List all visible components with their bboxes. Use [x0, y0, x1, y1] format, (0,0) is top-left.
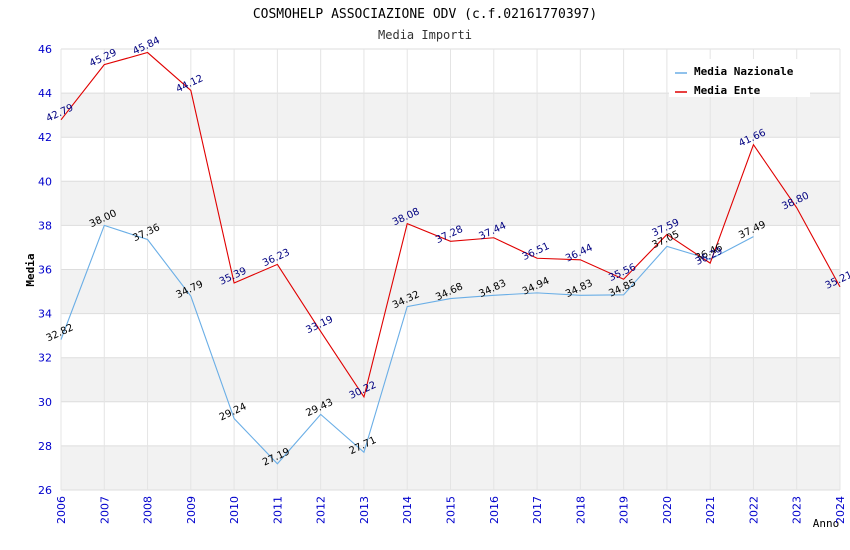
y-tick-label: 42 [38, 131, 52, 144]
x-tick-label: 2009 [185, 496, 198, 524]
series-line-media-ente [60, 51, 841, 399]
y-tick-label: 46 [38, 43, 52, 56]
y-tick-label: 44 [38, 87, 52, 100]
x-tick-label: 2022 [747, 496, 760, 524]
x-tick-label: 2018 [574, 496, 587, 524]
y-tick-label: 34 [38, 308, 52, 321]
x-tick-label: 2010 [228, 496, 241, 524]
x-tick-label: 2011 [271, 496, 284, 524]
x-tick-label: 2012 [315, 496, 328, 524]
y-tick-label: 38 [38, 219, 52, 232]
x-axis-label: Anno [813, 517, 840, 530]
x-tick-label: 2023 [791, 496, 804, 524]
x-tick-label: 2020 [661, 496, 674, 524]
legend: Media Nazionale Media Ente [669, 59, 810, 97]
x-tick-label: 2013 [358, 496, 371, 524]
y-tick-labels: 26 28 30 32 34 36 38 40 42 44 46 [38, 43, 52, 497]
x-tick-label: 2014 [401, 496, 414, 524]
legend-label-nazionale: Media Nazionale [694, 65, 794, 78]
y-axis-label: Media [24, 253, 37, 286]
x-tick-labels: 2006 2007 2008 2009 2010 2011 2012 2013 2014 2015… [55, 496, 847, 524]
x-tick-label: 2007 [98, 496, 111, 524]
series-line-media-nazionale [60, 224, 754, 465]
grid-lines [60, 48, 841, 491]
y-tick-label: 30 [38, 396, 52, 409]
y-tick-label: 32 [38, 352, 52, 365]
x-tick-label: 2017 [531, 496, 544, 524]
x-tick-label: 2015 [445, 496, 458, 524]
x-tick-label: 2006 [55, 496, 68, 524]
chart-title: COSMOHELP ASSOCIAZIONE ODV (c.f.02161770… [253, 7, 597, 22]
y-tick-label: 26 [38, 484, 52, 497]
series-lines [60, 51, 841, 465]
x-tick-label: 2008 [142, 496, 155, 524]
x-tick-label: 2016 [488, 496, 501, 524]
x-tick-label: 2021 [704, 496, 717, 524]
y-tick-label: 40 [38, 175, 52, 188]
y-tick-label: 28 [38, 440, 52, 453]
x-tick-label: 2024 [834, 496, 847, 524]
chart-subtitle: Media Importi [378, 28, 472, 42]
y-tick-label: 36 [38, 264, 52, 277]
x-tick-label: 2019 [618, 496, 631, 524]
legend-box [669, 59, 810, 97]
legend-label-ente: Media Ente [694, 84, 761, 97]
